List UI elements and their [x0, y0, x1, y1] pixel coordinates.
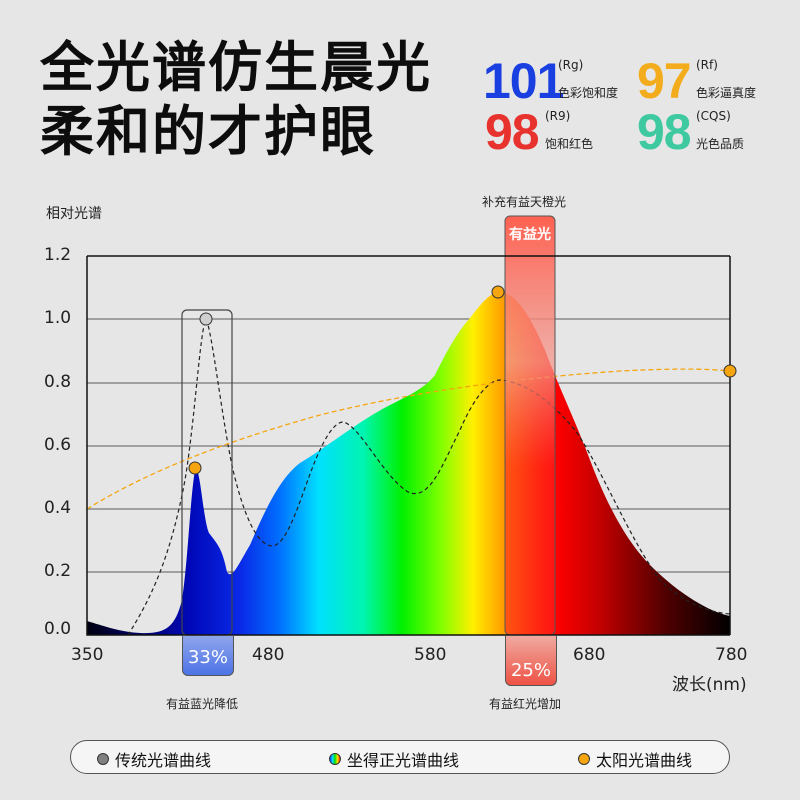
stat-label: 色彩饱和度: [558, 86, 619, 100]
y-tick: 1.0: [44, 308, 72, 328]
red-band: [504, 215, 556, 636]
x-axis-title: 波长(nm): [672, 675, 747, 695]
solar-end-marker: [723, 364, 737, 378]
x-tick: 580: [414, 645, 447, 665]
y-tick: 0.6: [44, 435, 72, 455]
y-tick: 0.0: [44, 619, 72, 639]
stat-value: 98: [485, 104, 540, 160]
x-tick: 780: [715, 645, 748, 665]
red-percent-badge: 25%: [505, 636, 557, 686]
traditional-spectrum-line: [127, 317, 731, 636]
orange-dot-icon: [578, 753, 590, 765]
zuodezheng-spectrum-area: [87, 292, 730, 635]
traditional-peak-marker: [199, 312, 213, 326]
stat-value: 97: [637, 53, 692, 109]
headline-line-1: 全光谱仿生晨光: [40, 36, 432, 99]
stat-label: 色彩逼真度: [696, 86, 757, 100]
y-axis-title: 相对光谱: [46, 206, 102, 222]
headline: 全光谱仿生晨光 柔和的才护眼: [40, 36, 432, 164]
stat-code: (R9): [545, 109, 571, 123]
rainbow-dot-icon: [329, 753, 341, 765]
stat-value: 98: [637, 104, 692, 160]
axes-frame: [86, 255, 731, 636]
blue-caption: 有益蓝光降低: [166, 697, 239, 711]
legend-item-zuodezheng: 坐得正光谱曲线: [329, 747, 459, 771]
legend-item-solar: 太阳光谱曲线: [578, 747, 692, 771]
stat-code: (Rf): [696, 58, 718, 72]
blue-percent-badge: 33%: [182, 636, 234, 676]
y-tick: 1.2: [44, 245, 72, 265]
y-tick: 0.4: [44, 498, 72, 518]
stat-code: (Rg): [558, 58, 584, 72]
legend-label: 坐得正光谱曲线: [347, 751, 460, 770]
x-tick: 680: [573, 645, 606, 665]
red-peak-marker: [491, 285, 505, 299]
blue-peak-marker: [188, 461, 202, 475]
legend-item-traditional: 传统光谱曲线: [97, 747, 211, 771]
stat-label: 饱和红色: [545, 137, 594, 151]
x-tick: 480: [252, 645, 285, 665]
legend-label: 太阳光谱曲线: [596, 751, 693, 770]
stat-label: 光色品质: [696, 137, 745, 151]
top-annotation: 补充有益天橙光: [482, 195, 567, 209]
stat-code: (CQS): [696, 109, 731, 123]
y-tick: 0.8: [44, 372, 72, 392]
y-tick: 0.2: [44, 561, 72, 581]
legend: 传统光谱曲线 坐得正光谱曲线 太阳光谱曲线: [70, 740, 730, 774]
stat-value: 101: [483, 53, 564, 109]
gray-dot-icon: [97, 753, 109, 765]
red-caption: 有益红光增加: [489, 697, 562, 711]
headline-line-2: 柔和的才护眼: [40, 100, 376, 163]
red-band-label: 有益光: [509, 227, 551, 243]
x-tick: 350: [71, 645, 104, 665]
legend-label: 传统光谱曲线: [115, 751, 212, 770]
solar-spectrum-line: [86, 368, 731, 510]
